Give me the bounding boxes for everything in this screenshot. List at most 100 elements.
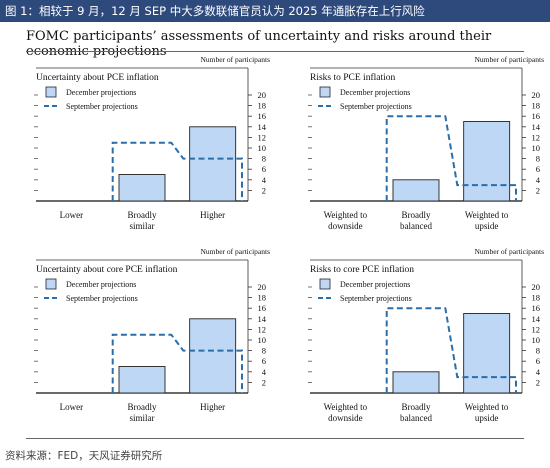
y-tick-label: 16 bbox=[258, 303, 267, 313]
category-label: balanced bbox=[400, 413, 432, 423]
category-label: Weighted to bbox=[465, 402, 509, 412]
legend-swatch-december bbox=[319, 278, 331, 290]
y-tick-label: 18 bbox=[258, 101, 267, 111]
y-tick-label: 4 bbox=[262, 367, 267, 377]
category-label: Higher bbox=[200, 402, 225, 412]
header-title: 图 1：相较于 9 月，12 月 SEP 中大多数联储官员认为 2025 年通胀… bbox=[0, 0, 550, 22]
category-label: Broadly bbox=[128, 402, 157, 412]
y-tick-label: 4 bbox=[536, 367, 541, 377]
y-axis-label: Number of participants bbox=[474, 247, 544, 256]
y-tick-label: 12 bbox=[532, 132, 541, 142]
y-tick-label: 6 bbox=[262, 164, 266, 174]
legend-label-september: September projections bbox=[66, 102, 138, 111]
source-note: 资料来源：FED，天风证券研究所 bbox=[5, 450, 163, 462]
y-tick-label: 10 bbox=[258, 335, 267, 345]
bar-december-2 bbox=[392, 179, 440, 202]
y-tick-label: 14 bbox=[532, 314, 541, 324]
y-tick-label: 2 bbox=[536, 377, 540, 387]
category-label: similar bbox=[130, 221, 155, 231]
september-outline bbox=[385, 307, 517, 393]
category-label: downside bbox=[328, 413, 363, 423]
legend-label-december: December projections bbox=[66, 280, 136, 289]
bottom-rule bbox=[26, 438, 524, 439]
y-tick-label: 14 bbox=[532, 122, 541, 132]
panel-title: Uncertainty about PCE inflation bbox=[36, 72, 159, 83]
y-tick-label: 20 bbox=[532, 282, 541, 292]
legend-swatch-december bbox=[45, 278, 57, 290]
bar-december-2 bbox=[118, 366, 166, 394]
legend-swatch-december bbox=[45, 86, 57, 98]
category-label: balanced bbox=[400, 221, 432, 231]
bar-december-3 bbox=[189, 126, 237, 202]
y-tick-label: 20 bbox=[258, 282, 267, 292]
y-tick-label: 6 bbox=[536, 356, 540, 366]
y-tick-label: 6 bbox=[262, 356, 266, 366]
y-tick-label: 14 bbox=[258, 122, 267, 132]
category-label: downside bbox=[328, 221, 363, 231]
chart-panel-4: Number of participants Risks to core PCE … bbox=[308, 247, 544, 423]
chart-panel-2: Number of participants Risks to PCE infla… bbox=[308, 55, 544, 231]
category-label: Lower bbox=[60, 402, 84, 412]
category-label: upside bbox=[475, 413, 499, 423]
chart-panel-3: Number of participants Uncertainty about … bbox=[34, 247, 270, 423]
y-tick-label: 14 bbox=[258, 314, 267, 324]
y-tick-label: 2 bbox=[536, 185, 540, 195]
y-tick-label: 12 bbox=[258, 132, 267, 142]
y-tick-label: 18 bbox=[532, 293, 541, 303]
y-tick-label: 18 bbox=[258, 293, 267, 303]
september-outline bbox=[111, 333, 243, 393]
y-tick-label: 16 bbox=[532, 111, 541, 121]
y-tick-label: 20 bbox=[258, 90, 267, 100]
category-label: Broadly bbox=[128, 210, 157, 220]
y-tick-label: 20 bbox=[532, 90, 541, 100]
category-label: Weighted to bbox=[324, 210, 368, 220]
y-axis-label: Number of participants bbox=[200, 247, 270, 256]
y-tick-label: 2 bbox=[262, 185, 266, 195]
y-tick-label: 2 bbox=[262, 377, 266, 387]
legend-label-september: September projections bbox=[66, 294, 138, 303]
category-label: Higher bbox=[200, 210, 225, 220]
y-tick-label: 16 bbox=[258, 111, 267, 121]
panel-title: Risks to PCE inflation bbox=[310, 72, 395, 83]
september-outline bbox=[385, 115, 517, 201]
y-tick-label: 4 bbox=[536, 175, 541, 185]
legend-label-september: September projections bbox=[340, 294, 412, 303]
category-label: Broadly bbox=[402, 402, 431, 412]
category-label: upside bbox=[475, 221, 499, 231]
category-label: Weighted to bbox=[465, 210, 509, 220]
y-tick-label: 10 bbox=[258, 143, 267, 153]
y-tick-label: 12 bbox=[258, 324, 267, 334]
y-tick-label: 16 bbox=[532, 303, 541, 313]
top-rule bbox=[26, 51, 524, 52]
bar-december-3 bbox=[463, 313, 511, 394]
y-axis-label: Number of participants bbox=[200, 55, 270, 64]
legend-label-december: December projections bbox=[66, 88, 136, 97]
y-axis-label: Number of participants bbox=[474, 55, 544, 64]
y-tick-label: 18 bbox=[532, 101, 541, 111]
legend-swatch-december bbox=[319, 86, 331, 98]
y-tick-label: 10 bbox=[532, 335, 541, 345]
legend-label-december: December projections bbox=[340, 280, 410, 289]
legend-label-september: September projections bbox=[340, 102, 412, 111]
chart-panel-1: Number of participants Uncertainty about … bbox=[34, 55, 270, 231]
panel-title: Uncertainty about core PCE inflation bbox=[36, 264, 178, 275]
y-tick-label: 8 bbox=[262, 154, 266, 164]
bar-december-2 bbox=[118, 174, 166, 202]
category-label: Broadly bbox=[402, 210, 431, 220]
y-tick-label: 8 bbox=[536, 154, 540, 164]
category-label: Lower bbox=[60, 210, 84, 220]
y-tick-label: 8 bbox=[262, 346, 266, 356]
y-tick-label: 10 bbox=[532, 143, 541, 153]
y-tick-label: 12 bbox=[532, 324, 541, 334]
bar-december-3 bbox=[189, 318, 237, 394]
panel-title: Risks to core PCE inflation bbox=[310, 264, 414, 275]
y-tick-label: 6 bbox=[536, 164, 540, 174]
september-outline bbox=[111, 141, 243, 201]
category-label: similar bbox=[130, 413, 155, 423]
y-tick-label: 8 bbox=[536, 346, 540, 356]
bar-december-3 bbox=[463, 121, 511, 202]
legend-label-december: December projections bbox=[340, 88, 410, 97]
category-label: Weighted to bbox=[324, 402, 368, 412]
